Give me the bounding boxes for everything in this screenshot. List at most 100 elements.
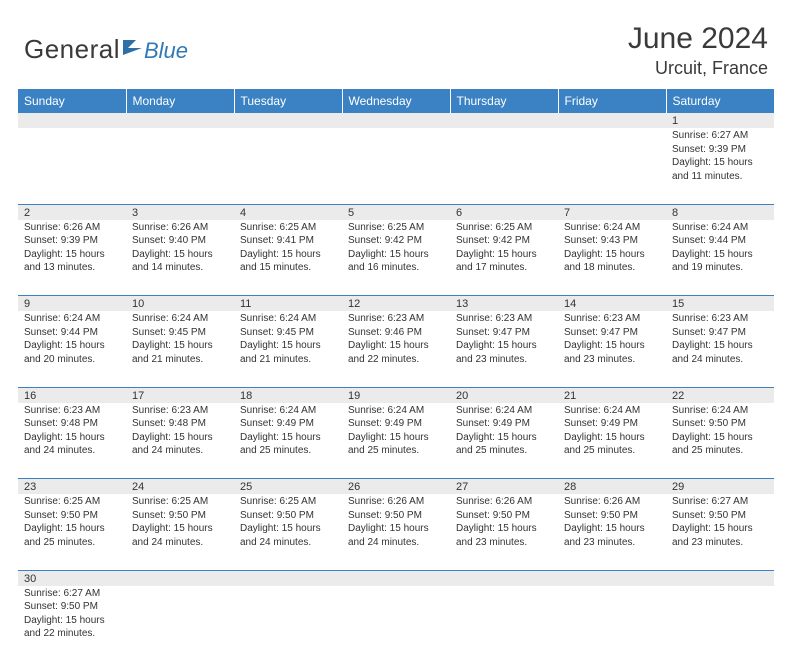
day-details-row: Sunrise: 6:24 AMSunset: 9:44 PMDaylight:… — [18, 311, 774, 387]
sunset-line: Sunset: 9:50 PM — [672, 417, 768, 431]
sunset-line: Sunset: 9:47 PM — [456, 326, 552, 340]
day-details-cell: Sunrise: 6:24 AMSunset: 9:44 PMDaylight:… — [18, 311, 126, 387]
sunset-line: Sunset: 9:50 PM — [132, 509, 228, 523]
daylight-line: Daylight: 15 hours and 23 minutes. — [672, 522, 768, 549]
day-details-cell: Sunrise: 6:25 AMSunset: 9:42 PMDaylight:… — [342, 220, 450, 296]
sunrise-line: Sunrise: 6:25 AM — [348, 221, 444, 235]
day-details-cell — [450, 128, 558, 204]
daylight-line: Daylight: 15 hours and 18 minutes. — [564, 248, 660, 275]
day-number-cell: 21 — [558, 387, 666, 403]
day-number-cell: 24 — [126, 479, 234, 495]
weekday-header: Saturday — [666, 89, 774, 113]
day-number-cell: 29 — [666, 479, 774, 495]
day-number-cell — [342, 113, 450, 128]
sunset-line: Sunset: 9:43 PM — [564, 234, 660, 248]
day-number-row: 23242526272829 — [18, 479, 774, 495]
day-details-cell — [450, 586, 558, 662]
day-number-row: 16171819202122 — [18, 387, 774, 403]
daylight-line: Daylight: 15 hours and 22 minutes. — [348, 339, 444, 366]
day-number-cell — [558, 113, 666, 128]
sunset-line: Sunset: 9:50 PM — [240, 509, 336, 523]
sunrise-line: Sunrise: 6:24 AM — [240, 312, 336, 326]
sunset-line: Sunset: 9:48 PM — [132, 417, 228, 431]
weekday-header: Friday — [558, 89, 666, 113]
day-number-cell: 6 — [450, 204, 558, 220]
day-details-cell: Sunrise: 6:26 AMSunset: 9:50 PMDaylight:… — [558, 494, 666, 570]
calendar-table: SundayMondayTuesdayWednesdayThursdayFrid… — [18, 89, 774, 662]
day-details-cell: Sunrise: 6:24 AMSunset: 9:45 PMDaylight:… — [234, 311, 342, 387]
title-block: June 2024 Urcuit, France — [628, 22, 774, 79]
day-details-cell: Sunrise: 6:24 AMSunset: 9:49 PMDaylight:… — [558, 403, 666, 479]
day-details-cell — [342, 128, 450, 204]
sunset-line: Sunset: 9:50 PM — [672, 509, 768, 523]
daylight-line: Daylight: 15 hours and 25 minutes. — [240, 431, 336, 458]
location: Urcuit, France — [628, 58, 768, 79]
day-details-cell: Sunrise: 6:24 AMSunset: 9:44 PMDaylight:… — [666, 220, 774, 296]
sunrise-line: Sunrise: 6:27 AM — [672, 495, 768, 509]
sunrise-line: Sunrise: 6:24 AM — [672, 404, 768, 418]
calendar-page: General Blue June 2024 Urcuit, France Su… — [0, 0, 792, 672]
day-number-cell: 23 — [18, 479, 126, 495]
day-number-cell: 30 — [18, 570, 126, 586]
day-details-row: Sunrise: 6:27 AMSunset: 9:50 PMDaylight:… — [18, 586, 774, 662]
sunrise-line: Sunrise: 6:27 AM — [24, 587, 120, 601]
sunrise-line: Sunrise: 6:25 AM — [132, 495, 228, 509]
day-details-cell: Sunrise: 6:23 AMSunset: 9:47 PMDaylight:… — [666, 311, 774, 387]
weekday-header: Tuesday — [234, 89, 342, 113]
daylight-line: Daylight: 15 hours and 16 minutes. — [348, 248, 444, 275]
day-number-cell — [234, 570, 342, 586]
day-number-cell — [126, 113, 234, 128]
daylight-line: Daylight: 15 hours and 14 minutes. — [132, 248, 228, 275]
weekday-header: Wednesday — [342, 89, 450, 113]
sunset-line: Sunset: 9:50 PM — [456, 509, 552, 523]
sunrise-line: Sunrise: 6:23 AM — [456, 312, 552, 326]
sunrise-line: Sunrise: 6:25 AM — [24, 495, 120, 509]
day-details-cell: Sunrise: 6:23 AMSunset: 9:48 PMDaylight:… — [18, 403, 126, 479]
day-details-cell: Sunrise: 6:25 AMSunset: 9:50 PMDaylight:… — [18, 494, 126, 570]
sunset-line: Sunset: 9:41 PM — [240, 234, 336, 248]
day-number-cell: 17 — [126, 387, 234, 403]
day-details-row: Sunrise: 6:27 AMSunset: 9:39 PMDaylight:… — [18, 128, 774, 204]
day-number-cell — [234, 113, 342, 128]
brand-word-1: General — [24, 34, 120, 65]
sunset-line: Sunset: 9:42 PM — [456, 234, 552, 248]
sunrise-line: Sunrise: 6:24 AM — [456, 404, 552, 418]
sunrise-line: Sunrise: 6:26 AM — [456, 495, 552, 509]
day-number-cell: 10 — [126, 296, 234, 312]
day-details-cell: Sunrise: 6:27 AMSunset: 9:50 PMDaylight:… — [18, 586, 126, 662]
day-details-cell: Sunrise: 6:24 AMSunset: 9:50 PMDaylight:… — [666, 403, 774, 479]
sunset-line: Sunset: 9:44 PM — [672, 234, 768, 248]
sunrise-line: Sunrise: 6:23 AM — [132, 404, 228, 418]
daylight-line: Daylight: 15 hours and 25 minutes. — [348, 431, 444, 458]
daylight-line: Daylight: 15 hours and 24 minutes. — [672, 339, 768, 366]
day-details-cell: Sunrise: 6:24 AMSunset: 9:49 PMDaylight:… — [342, 403, 450, 479]
sunrise-line: Sunrise: 6:26 AM — [348, 495, 444, 509]
day-details-row: Sunrise: 6:23 AMSunset: 9:48 PMDaylight:… — [18, 403, 774, 479]
sunrise-line: Sunrise: 6:27 AM — [672, 129, 768, 143]
sunset-line: Sunset: 9:49 PM — [240, 417, 336, 431]
day-details-cell: Sunrise: 6:26 AMSunset: 9:40 PMDaylight:… — [126, 220, 234, 296]
sunset-line: Sunset: 9:39 PM — [672, 143, 768, 157]
day-number-cell: 9 — [18, 296, 126, 312]
sunrise-line: Sunrise: 6:24 AM — [348, 404, 444, 418]
calendar-body: 1 Sunrise: 6:27 AMSunset: 9:39 PMDayligh… — [18, 113, 774, 662]
day-details-cell: Sunrise: 6:25 AMSunset: 9:50 PMDaylight:… — [126, 494, 234, 570]
day-details-cell: Sunrise: 6:23 AMSunset: 9:46 PMDaylight:… — [342, 311, 450, 387]
day-details-cell: Sunrise: 6:23 AMSunset: 9:47 PMDaylight:… — [558, 311, 666, 387]
day-number-cell: 20 — [450, 387, 558, 403]
day-number-cell: 4 — [234, 204, 342, 220]
daylight-line: Daylight: 15 hours and 22 minutes. — [24, 614, 120, 641]
sunrise-line: Sunrise: 6:26 AM — [564, 495, 660, 509]
daylight-line: Daylight: 15 hours and 11 minutes. — [672, 156, 768, 183]
day-details-row: Sunrise: 6:26 AMSunset: 9:39 PMDaylight:… — [18, 220, 774, 296]
sunrise-line: Sunrise: 6:24 AM — [240, 404, 336, 418]
daylight-line: Daylight: 15 hours and 24 minutes. — [24, 431, 120, 458]
day-number-cell: 11 — [234, 296, 342, 312]
day-number-cell: 26 — [342, 479, 450, 495]
sunset-line: Sunset: 9:50 PM — [348, 509, 444, 523]
daylight-line: Daylight: 15 hours and 25 minutes. — [456, 431, 552, 458]
daylight-line: Daylight: 15 hours and 25 minutes. — [672, 431, 768, 458]
day-number-row: 2345678 — [18, 204, 774, 220]
day-details-cell — [234, 586, 342, 662]
sunset-line: Sunset: 9:48 PM — [24, 417, 120, 431]
